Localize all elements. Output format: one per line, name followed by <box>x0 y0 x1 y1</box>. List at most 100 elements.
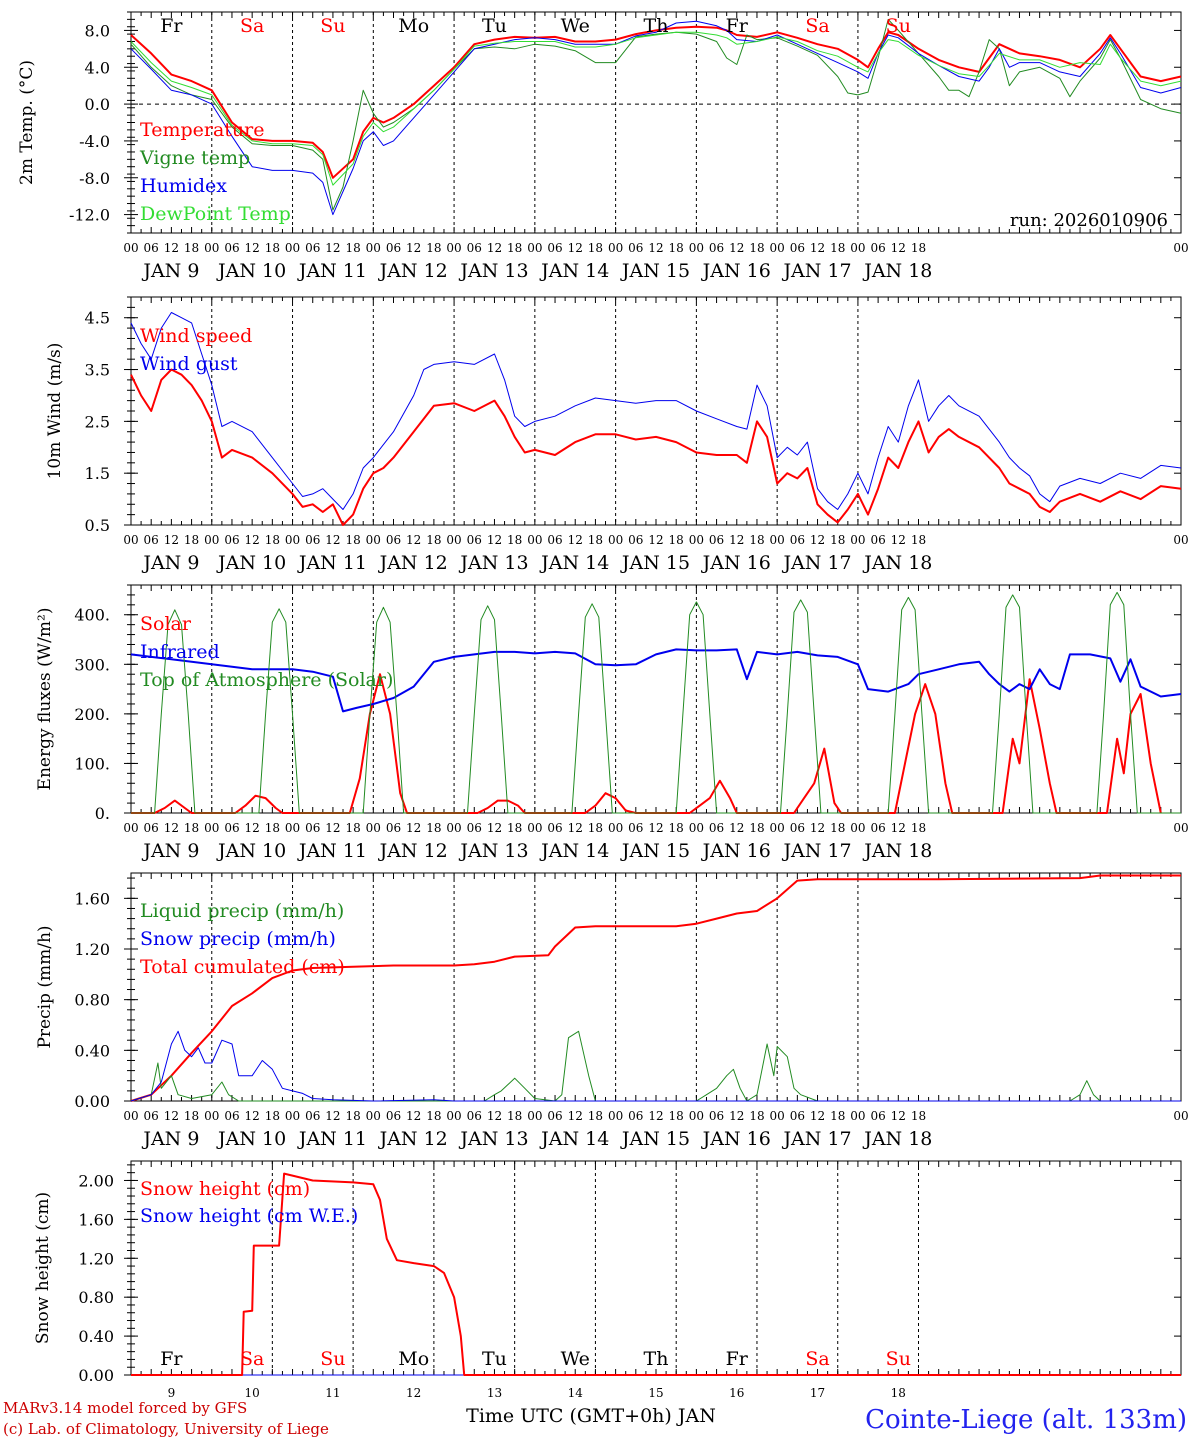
hour-tick-label: 00 <box>608 821 623 835</box>
hour-tick-label: 12 <box>406 533 421 547</box>
hour-tick-label: 18 <box>265 241 280 255</box>
date-label: JAN 14 <box>539 840 609 862</box>
hour-tick-label: 00 <box>608 241 623 255</box>
day-name: Fr <box>160 1348 183 1370</box>
hour-tick-label: 06 <box>790 1109 805 1123</box>
hour-tick-label: 00 <box>770 821 785 835</box>
hour-tick-label: 06 <box>790 533 805 547</box>
hour-tick-label: 00 <box>850 821 865 835</box>
date-label: JAN 18 <box>862 840 932 862</box>
y-tick-label: 400. <box>74 606 110 625</box>
hour-tick-label: 12 <box>406 241 421 255</box>
station-label: Cointe-Liege (alt. 133m) <box>865 1405 1187 1435</box>
hour-tick-label: 00 <box>285 1109 300 1123</box>
day-name: We <box>561 15 590 37</box>
hour-tick-label: 00 <box>123 821 138 835</box>
y-tick-label: 4.0 <box>85 58 110 77</box>
date-label: JAN 12 <box>378 552 448 574</box>
day-name: Sa <box>805 15 829 37</box>
date-label: JAN 17 <box>781 552 851 574</box>
series-solar <box>131 673 1162 814</box>
hour-tick-label: 12 <box>245 821 260 835</box>
date-label: JAN 10 <box>216 260 286 282</box>
day-name: Sa <box>805 1348 829 1370</box>
hour-tick-label: 18 <box>588 821 603 835</box>
hour-tick-label: 00 <box>446 1109 461 1123</box>
hour-tick-label: 06 <box>224 241 239 255</box>
y-tick-label: 0.00 <box>78 1366 114 1385</box>
hour-tick-label: 06 <box>224 533 239 547</box>
y-tick-label: 1.20 <box>74 940 110 959</box>
series-vigne-temp <box>130 18 1182 211</box>
day-name: Sa <box>240 1348 264 1370</box>
series-wind-speed <box>130 368 1182 526</box>
y-tick-label: 8.0 <box>85 21 110 40</box>
day-name: Fr <box>726 15 749 37</box>
hour-tick-label: 00 <box>366 1109 381 1123</box>
hour-tick-label: 12 <box>810 241 825 255</box>
hour-tick-label: 00 <box>689 533 704 547</box>
hour-tick-label: 00 <box>204 533 219 547</box>
day-name: Tu <box>482 15 507 37</box>
hour-tick-label: 18 <box>911 1109 926 1123</box>
date-label: JAN 11 <box>297 840 367 862</box>
hour-tick-label: 18 <box>669 1109 684 1123</box>
y-tick-label: 300. <box>74 655 110 674</box>
hour-tick-label: 00 <box>770 241 785 255</box>
hour-tick-label: 06 <box>870 241 885 255</box>
series-liquid-precip-mm-h- <box>130 1030 1181 1102</box>
date-label: JAN 11 <box>297 552 367 574</box>
hour-tick-label: 00 <box>285 241 300 255</box>
y-tick-label: 3.5 <box>85 361 110 380</box>
hour-tick-label: 00 <box>850 1109 865 1123</box>
x-axis-title: Time UTC (GMT+0h) JAN <box>466 1405 716 1427</box>
hour-tick-label: 06 <box>547 533 562 547</box>
date-label: JAN 13 <box>458 1128 528 1150</box>
day-name: We <box>561 1348 590 1370</box>
hour-tick-label: 00 <box>446 241 461 255</box>
day-number: 12 <box>406 1386 421 1400</box>
hour-tick-label: 06 <box>790 241 805 255</box>
hour-tick-label: 00 <box>204 241 219 255</box>
hour-tick-label: 06 <box>628 533 643 547</box>
hour-tick-label: 00 <box>1173 533 1188 547</box>
hour-tick-label: 06 <box>790 821 805 835</box>
panel-3: 400. 300. 200. 100. 0. Energy fluxes (W/m²) So… <box>35 584 1189 862</box>
hour-tick-label: 18 <box>507 533 522 547</box>
legend-entry: DewPoint Temp <box>140 203 291 225</box>
day-number: 14 <box>568 1386 584 1400</box>
hour-tick-label: 12 <box>648 533 663 547</box>
hour-tick-label: 18 <box>669 241 684 255</box>
date-label: JAN 11 <box>297 1128 367 1150</box>
day-name: Mo <box>398 1348 429 1370</box>
hour-tick-label: 06 <box>386 1109 401 1123</box>
hour-tick-label: 00 <box>689 821 704 835</box>
hour-tick-label: 18 <box>184 533 199 547</box>
date-label: JAN 16 <box>701 840 771 862</box>
y-tick-label: 2.00 <box>78 1171 114 1190</box>
date-label: JAN 12 <box>378 1128 448 1150</box>
hour-tick-label: 00 <box>850 533 865 547</box>
date-label: JAN 9 <box>141 552 199 574</box>
date-label: JAN 16 <box>701 260 771 282</box>
hour-tick-label: 00 <box>285 533 300 547</box>
hour-tick-label: 12 <box>729 241 744 255</box>
date-label: JAN 9 <box>141 1128 199 1150</box>
date-label: JAN 13 <box>458 260 528 282</box>
hour-tick-label: 12 <box>568 821 583 835</box>
y-tick-label: 2.5 <box>85 412 110 431</box>
hour-tick-label: 12 <box>729 1109 744 1123</box>
y-tick-label: -8.0 <box>79 169 110 188</box>
hour-tick-label: 06 <box>467 533 482 547</box>
date-label: JAN 9 <box>141 840 199 862</box>
hour-tick-label: 00 <box>689 241 704 255</box>
hour-tick-label: 18 <box>345 533 360 547</box>
series-snow-height-cm- <box>131 1172 1181 1376</box>
date-label: JAN 18 <box>862 1128 932 1150</box>
hour-tick-label: 00 <box>366 533 381 547</box>
hour-tick-label: 18 <box>749 533 764 547</box>
hour-tick-label: 06 <box>870 1109 885 1123</box>
hour-tick-label: 18 <box>830 241 845 255</box>
hour-tick-label: 12 <box>325 821 340 835</box>
